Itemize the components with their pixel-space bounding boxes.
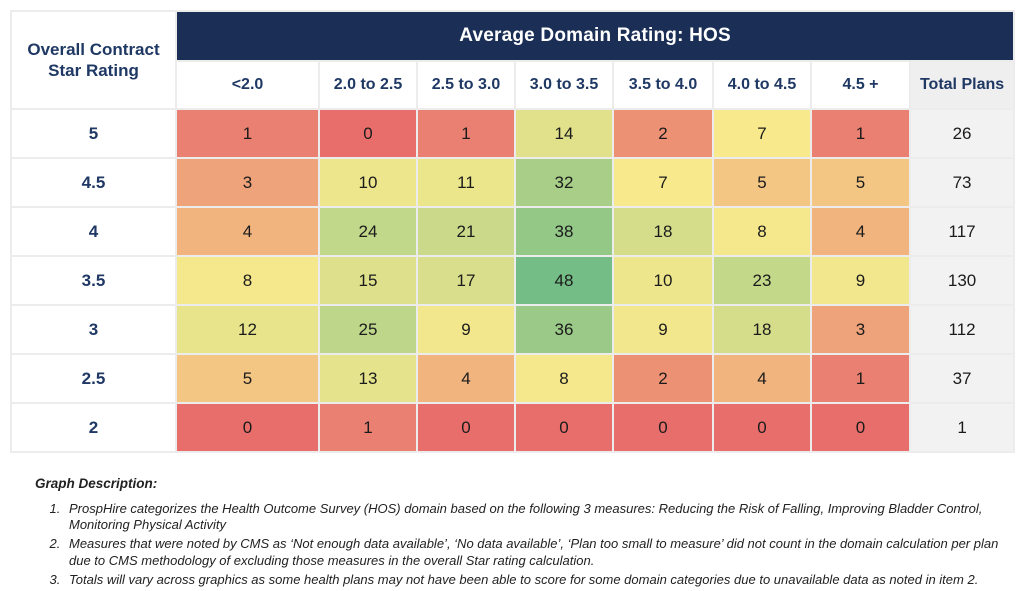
footnote-item: Measures that were noted by CMS as ‘Not … [64, 536, 1003, 570]
heatmap-cell: 11 [416, 157, 516, 208]
heatmap-cell: 2 [612, 353, 714, 404]
banner-row: Overall Contract Star Rating Average Dom… [10, 10, 1016, 110]
heatmap-cell: 4 [416, 353, 516, 404]
heatmap-cell: 0 [416, 402, 516, 453]
row-label: 2.5 [10, 353, 177, 404]
heatmap-cell: 10 [318, 157, 418, 208]
total-plans-cell: 117 [908, 206, 1016, 257]
column-header: 3.0 to 3.5 [514, 60, 614, 110]
table-row: 4 4 24 21 38 18 8 4 117 [10, 206, 1016, 257]
heatmap-cell: 0 [318, 108, 418, 159]
heatmap-cell: 8 [712, 206, 812, 257]
table-row: 4.5 3 10 11 32 7 5 5 73 [10, 157, 1016, 208]
footnote-list: ProspHire categorizes the Health Outcome… [35, 501, 1003, 589]
footnote-item: ProspHire categorizes the Health Outcome… [64, 501, 1003, 535]
heatmap-cell: 32 [514, 157, 614, 208]
total-plans-cell: 1 [908, 402, 1016, 453]
total-plans-header: Total Plans [908, 60, 1016, 110]
table-title-banner: Average Domain Rating: HOS [174, 10, 1016, 62]
heatmap-cell: 21 [416, 206, 516, 257]
heatmap-cell: 12 [175, 304, 320, 355]
column-header: 2.5 to 3.0 [416, 60, 516, 110]
total-plans-cell: 112 [908, 304, 1016, 355]
column-header-row: <2.0 2.0 to 2.5 2.5 to 3.0 3.0 to 3.5 3.5 to… [11, 60, 1016, 110]
hos-heatmap-table: Overall Contract Star Rating Average Dom… [10, 10, 1016, 453]
heatmap-cell: 18 [612, 206, 714, 257]
total-plans-cell: 37 [908, 353, 1016, 404]
total-plans-cell: 73 [908, 157, 1016, 208]
column-header: 3.5 to 4.0 [612, 60, 714, 110]
heatmap-cell: 13 [318, 353, 418, 404]
heatmap-cell: 36 [514, 304, 614, 355]
heatmap-cell: 7 [612, 157, 714, 208]
graph-description: Graph Description: ProspHire categorizes… [35, 475, 1003, 589]
table-row: 3.5 8 15 17 48 10 23 9 130 [10, 255, 1016, 306]
total-plans-cell: 26 [908, 108, 1016, 159]
heatmap-cell: 0 [514, 402, 614, 453]
heatmap-cell: 9 [416, 304, 516, 355]
heatmap-cell: 4 [175, 206, 320, 257]
heatmap-cell: 4 [712, 353, 812, 404]
heatmap-cell: 7 [712, 108, 812, 159]
heatmap-cell: 2 [612, 108, 714, 159]
heatmap-cell: 1 [416, 108, 516, 159]
heatmap-cell: 1 [810, 108, 911, 159]
heatmap-body: 5 1 0 1 14 2 7 1 26 4.5 3 10 11 32 7 5 5 73 4 4 24 21 38 18 8 4 11… [10, 108, 1016, 453]
total-plans-cell: 130 [908, 255, 1016, 306]
table-row: 5 1 0 1 14 2 7 1 26 [10, 108, 1016, 159]
heatmap-cell: 38 [514, 206, 614, 257]
heatmap-cell: 10 [612, 255, 714, 306]
heatmap-cell: 5 [810, 157, 911, 208]
heatmap-cell: 9 [810, 255, 911, 306]
heatmap-cell: 3 [175, 157, 320, 208]
heatmap-cell: 23 [712, 255, 812, 306]
column-header: 4.0 to 4.5 [712, 60, 812, 110]
row-label: 2 [10, 402, 177, 453]
graph-description-heading: Graph Description: [35, 476, 158, 491]
row-label: 4.5 [10, 157, 177, 208]
column-header: 2.0 to 2.5 [318, 60, 418, 110]
heatmap-cell: 25 [318, 304, 418, 355]
footnote-item: Totals will vary across graphics as some… [64, 572, 1003, 589]
row-label: 4 [10, 206, 177, 257]
heatmap-cell: 9 [612, 304, 714, 355]
column-header: <2.0 [175, 60, 320, 110]
heatmap-cell: 8 [175, 255, 320, 306]
heatmap-cell: 0 [612, 402, 714, 453]
heatmap-cell: 17 [416, 255, 516, 306]
heatmap-cell: 1 [810, 353, 911, 404]
heatmap-cell: 5 [175, 353, 320, 404]
row-label: 5 [10, 108, 177, 159]
heatmap-cell: 24 [318, 206, 418, 257]
heatmap-cell: 18 [712, 304, 812, 355]
heatmap-cell: 4 [810, 206, 911, 257]
heatmap-cell: 5 [712, 157, 812, 208]
table-row: 2.5 5 13 4 8 2 4 1 37 [10, 353, 1016, 404]
heatmap-cell: 0 [810, 402, 911, 453]
heatmap-cell: 0 [712, 402, 812, 453]
heatmap-cell: 48 [514, 255, 614, 306]
row-label: 3 [10, 304, 177, 355]
table-row: 3 12 25 9 36 9 18 3 112 [10, 304, 1016, 355]
heatmap-cell: 1 [175, 108, 320, 159]
heatmap-cell: 15 [318, 255, 418, 306]
heatmap-cell: 3 [810, 304, 911, 355]
row-label: 3.5 [10, 255, 177, 306]
heatmap-cell: 8 [514, 353, 614, 404]
heatmap-cell: 14 [514, 108, 614, 159]
heatmap-cell: 0 [175, 402, 320, 453]
heatmap-cell: 1 [318, 402, 418, 453]
column-header: 4.5 + [810, 60, 911, 110]
row-axis-header: Overall Contract Star Rating [10, 10, 177, 110]
